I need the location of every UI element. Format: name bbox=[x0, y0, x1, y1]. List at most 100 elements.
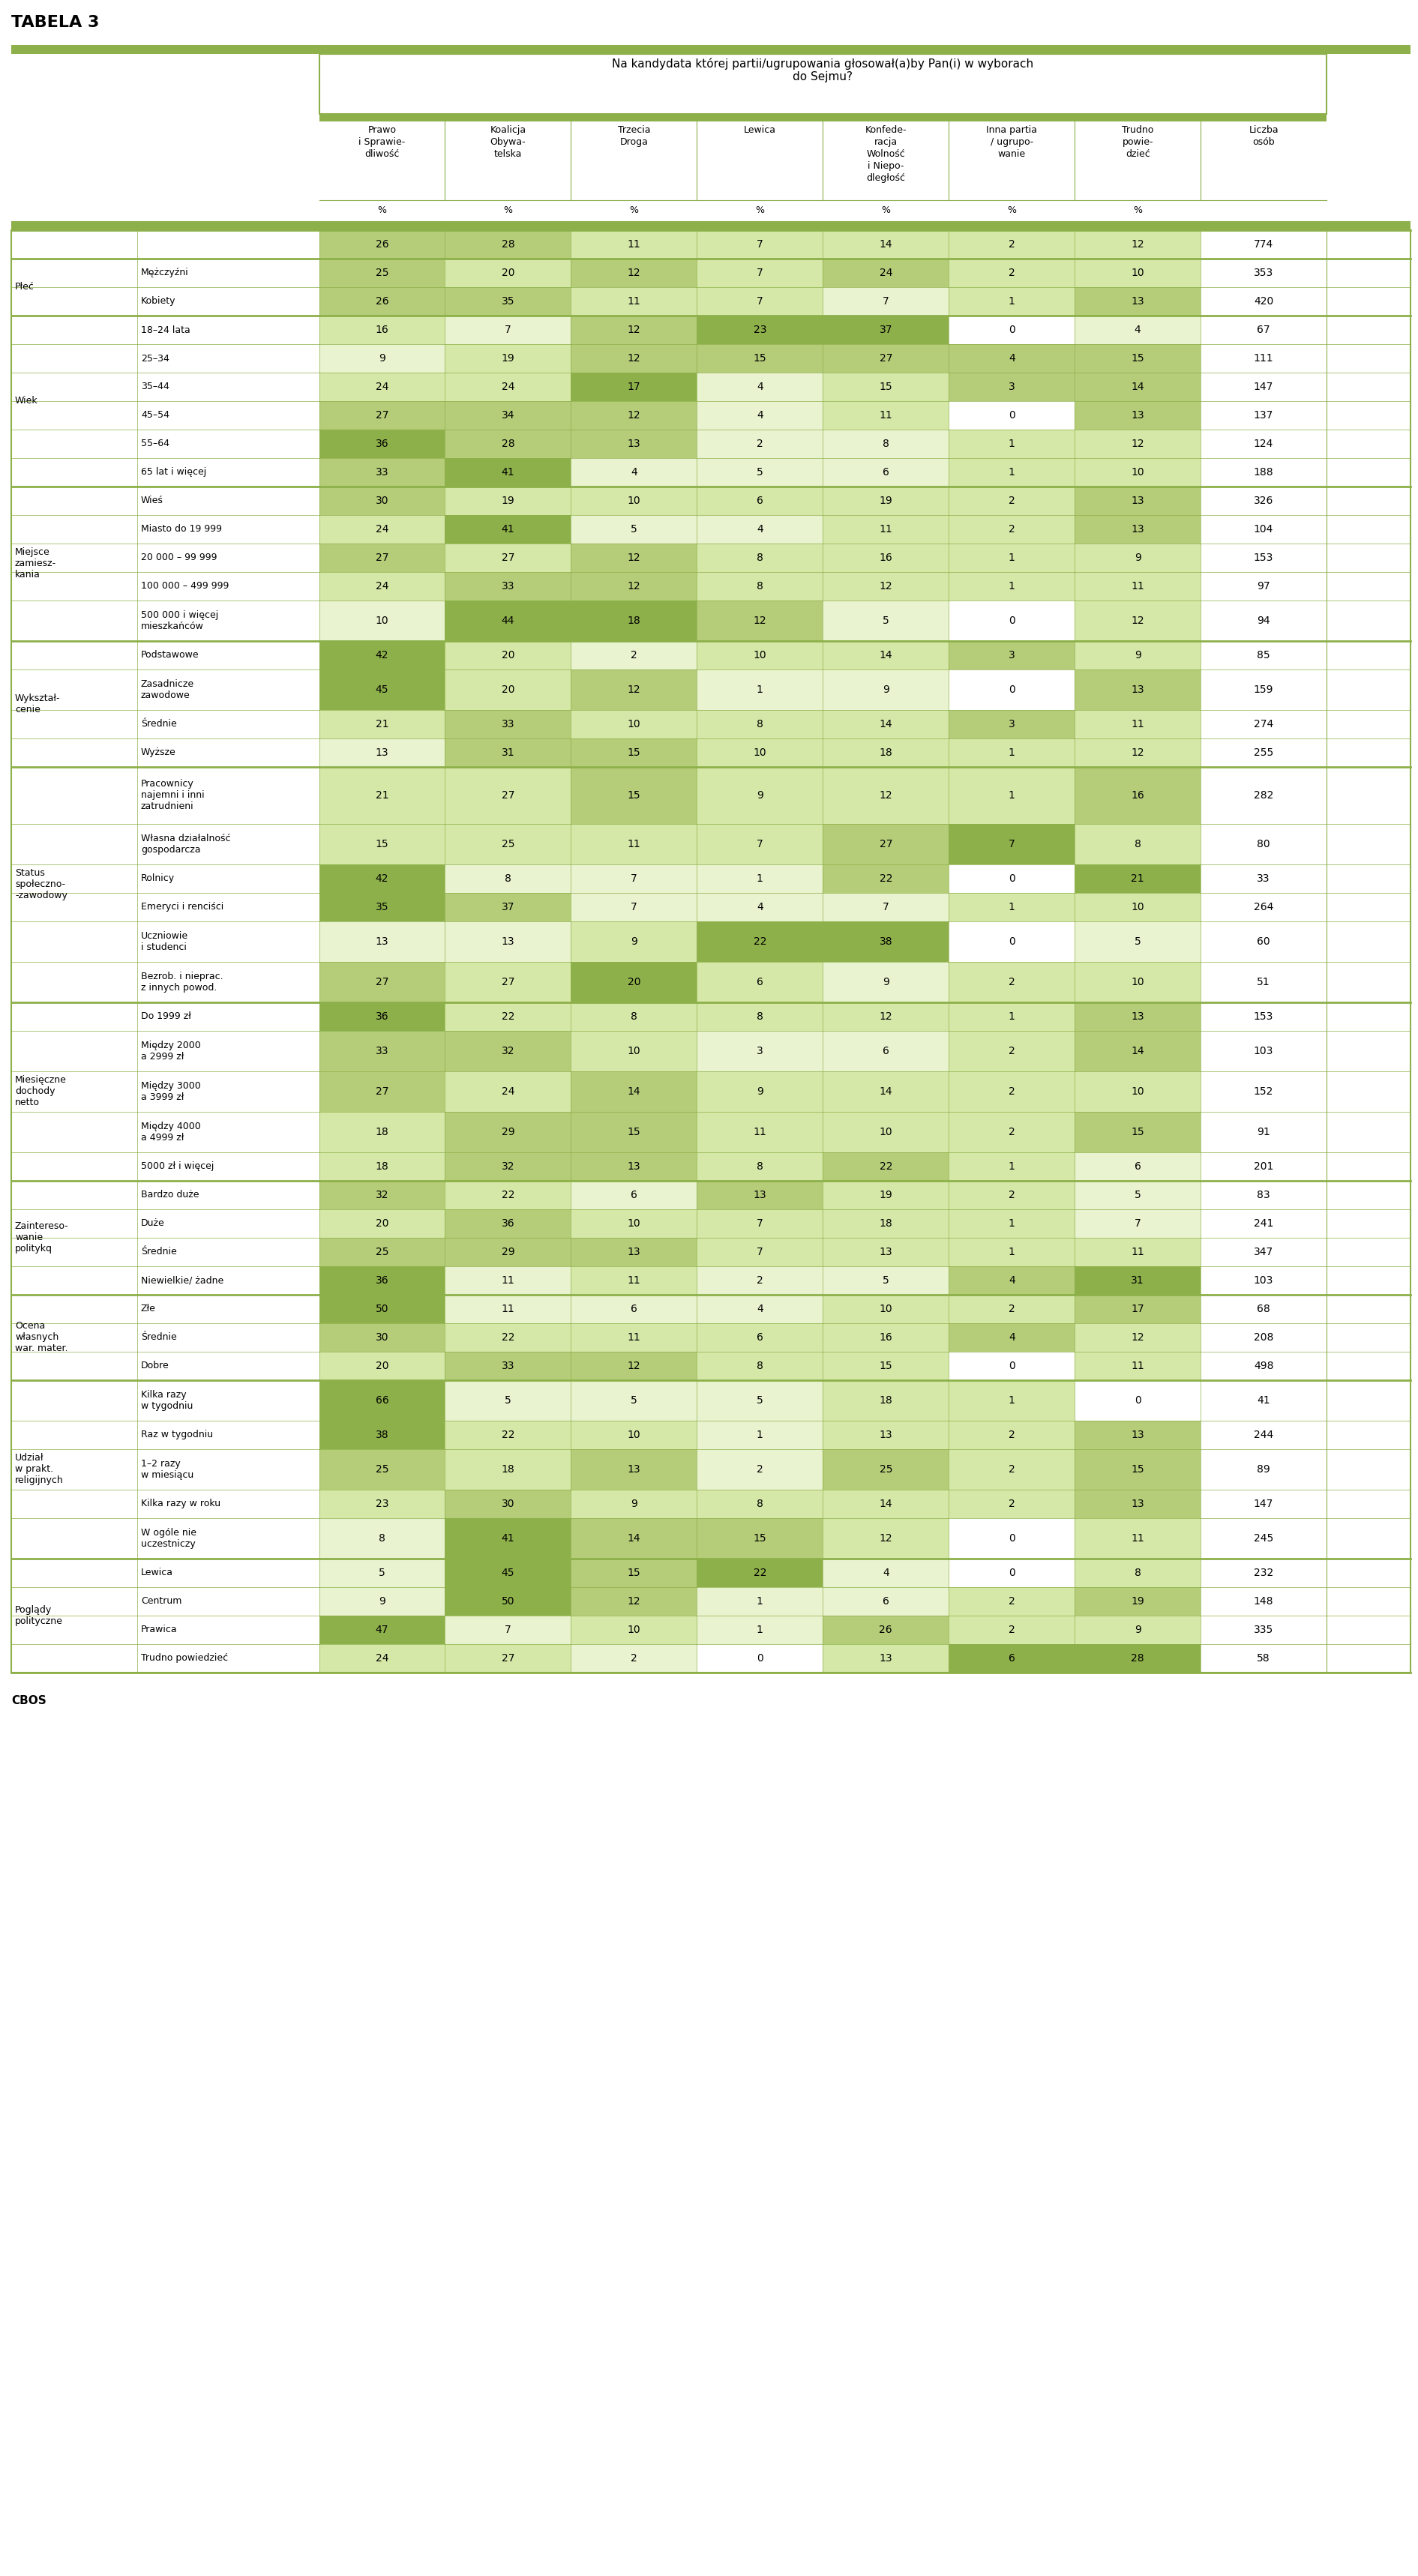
Bar bbox=[571, 1324, 696, 1352]
Bar bbox=[822, 515, 949, 544]
Text: 33: 33 bbox=[502, 719, 515, 729]
Text: 45: 45 bbox=[376, 685, 389, 696]
Text: 9: 9 bbox=[1134, 1625, 1141, 1636]
Bar bbox=[571, 402, 696, 430]
Text: 1: 1 bbox=[1008, 551, 1015, 564]
Bar bbox=[1075, 641, 1201, 670]
Text: 347: 347 bbox=[1254, 1247, 1273, 1257]
Bar bbox=[696, 286, 822, 317]
Bar bbox=[138, 1381, 319, 1422]
Text: 32: 32 bbox=[502, 1162, 515, 1172]
Text: 23: 23 bbox=[753, 325, 766, 335]
Bar bbox=[1075, 1489, 1201, 1517]
Bar bbox=[1075, 1239, 1201, 1267]
Text: 45–54: 45–54 bbox=[140, 410, 169, 420]
Text: 14: 14 bbox=[879, 719, 892, 729]
Text: 1: 1 bbox=[757, 1625, 763, 1636]
Bar bbox=[319, 374, 445, 402]
Bar bbox=[319, 1352, 445, 1381]
Bar bbox=[822, 1324, 949, 1352]
Bar bbox=[822, 430, 949, 459]
Text: 12: 12 bbox=[627, 353, 641, 363]
Bar bbox=[696, 1113, 822, 1151]
Text: 27: 27 bbox=[376, 976, 389, 987]
Text: 11: 11 bbox=[1132, 1533, 1144, 1543]
Bar bbox=[822, 1267, 949, 1296]
Text: 24: 24 bbox=[376, 381, 389, 392]
Text: 6: 6 bbox=[757, 1332, 763, 1342]
Text: 4: 4 bbox=[757, 1303, 763, 1314]
Bar bbox=[319, 922, 445, 961]
Text: 1: 1 bbox=[757, 1430, 763, 1440]
Bar bbox=[1201, 1422, 1327, 1450]
Text: 6: 6 bbox=[1008, 1654, 1015, 1664]
Bar bbox=[319, 1324, 445, 1352]
Bar bbox=[949, 402, 1075, 430]
Bar bbox=[319, 54, 1327, 113]
Bar bbox=[138, 1450, 319, 1489]
Text: 12: 12 bbox=[1132, 1332, 1144, 1342]
Bar bbox=[696, 1151, 822, 1180]
Bar bbox=[1201, 317, 1327, 345]
Text: 103: 103 bbox=[1254, 1275, 1273, 1285]
Bar bbox=[1075, 1002, 1201, 1030]
Text: 65 lat i więcej: 65 lat i więcej bbox=[140, 466, 207, 477]
Text: Podstawowe: Podstawowe bbox=[140, 649, 199, 659]
Text: 8: 8 bbox=[757, 1360, 763, 1370]
Bar bbox=[1075, 1324, 1201, 1352]
Bar bbox=[445, 1324, 571, 1352]
Text: %: % bbox=[630, 206, 638, 216]
Bar bbox=[571, 229, 696, 258]
Bar bbox=[1201, 430, 1327, 459]
Text: Trudno
powie-
dzieć: Trudno powie- dzieć bbox=[1122, 126, 1153, 160]
Text: 35: 35 bbox=[376, 902, 389, 912]
Text: 41: 41 bbox=[502, 466, 515, 477]
Text: 0: 0 bbox=[1008, 873, 1015, 884]
Text: 1: 1 bbox=[1008, 1218, 1015, 1229]
Text: Kilka razy w roku: Kilka razy w roku bbox=[140, 1499, 221, 1510]
Text: 5: 5 bbox=[1134, 1190, 1141, 1200]
Bar bbox=[11, 345, 138, 374]
Bar bbox=[949, 768, 1075, 824]
Bar bbox=[822, 866, 949, 894]
Bar bbox=[1075, 345, 1201, 374]
Text: 33: 33 bbox=[376, 466, 389, 477]
Text: 17: 17 bbox=[1132, 1303, 1144, 1314]
Bar bbox=[696, 670, 822, 711]
Text: 36: 36 bbox=[502, 1218, 515, 1229]
Bar bbox=[949, 1558, 1075, 1587]
Bar bbox=[1075, 286, 1201, 317]
Bar bbox=[138, 824, 319, 866]
Text: 10: 10 bbox=[1132, 466, 1144, 477]
Text: Miesięczne
dochody
netto: Miesięczne dochody netto bbox=[16, 1074, 67, 1108]
Text: 244: 244 bbox=[1254, 1430, 1273, 1440]
Bar bbox=[138, 402, 319, 430]
Text: 11: 11 bbox=[1132, 582, 1144, 592]
Bar bbox=[571, 487, 696, 515]
Text: 20: 20 bbox=[376, 1218, 389, 1229]
Text: 9: 9 bbox=[882, 976, 889, 987]
Bar bbox=[949, 1517, 1075, 1558]
Text: Poglądy
polityczne: Poglądy polityczne bbox=[16, 1605, 62, 1625]
Bar bbox=[445, 1587, 571, 1615]
Bar bbox=[1201, 1517, 1327, 1558]
Text: 10: 10 bbox=[1132, 976, 1144, 987]
Bar bbox=[822, 961, 949, 1002]
Bar bbox=[949, 317, 1075, 345]
Text: 124: 124 bbox=[1254, 438, 1273, 448]
Text: 66: 66 bbox=[376, 1396, 389, 1406]
Bar bbox=[696, 258, 822, 286]
Bar bbox=[949, 1450, 1075, 1489]
Text: 1: 1 bbox=[757, 685, 763, 696]
Text: 9: 9 bbox=[379, 1597, 386, 1607]
Bar bbox=[11, 572, 138, 600]
Text: Centrum: Centrum bbox=[140, 1597, 182, 1607]
Text: 6: 6 bbox=[882, 1046, 889, 1056]
Bar bbox=[138, 739, 319, 768]
Bar bbox=[696, 1030, 822, 1072]
Text: 15: 15 bbox=[627, 791, 641, 801]
Text: 13: 13 bbox=[627, 1247, 641, 1257]
Bar bbox=[445, 258, 571, 286]
Bar bbox=[1075, 711, 1201, 739]
Text: 41: 41 bbox=[1256, 1396, 1271, 1406]
